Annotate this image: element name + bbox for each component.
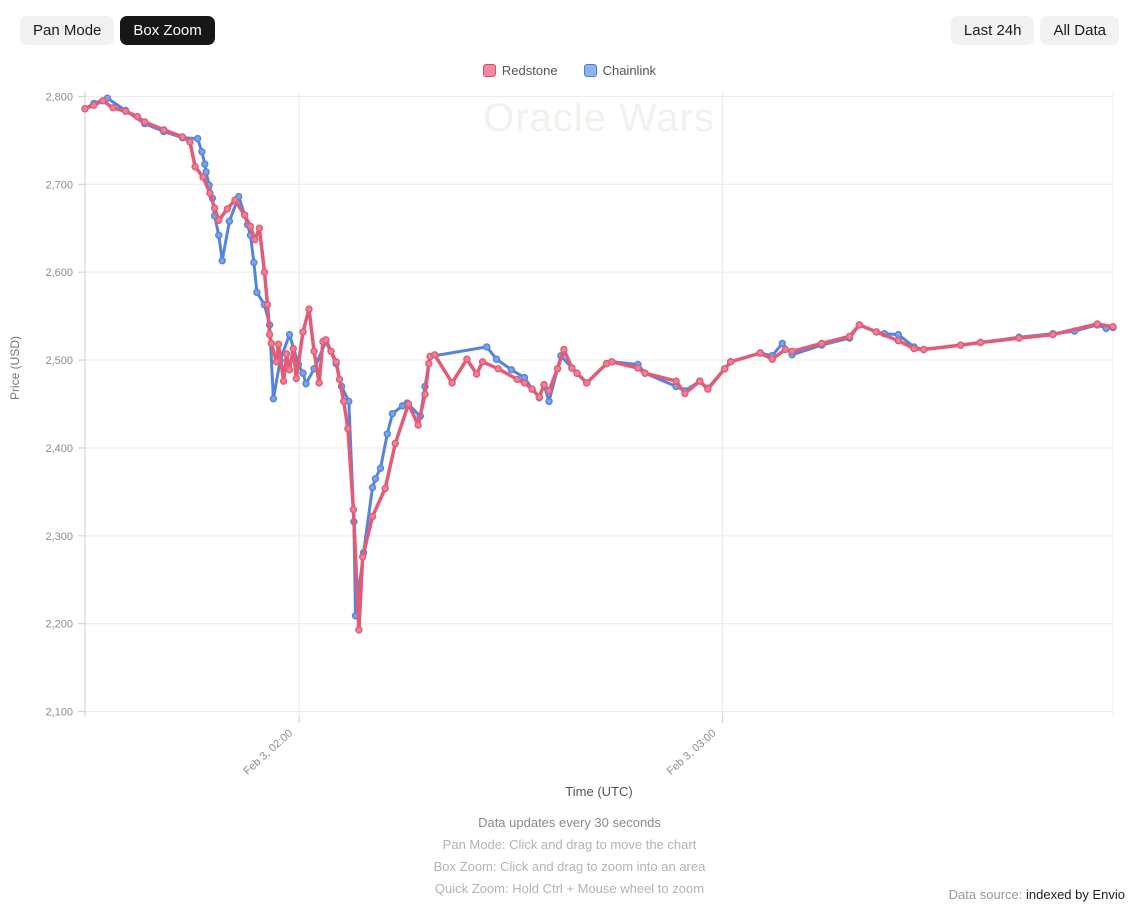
svg-text:2,500: 2,500 (45, 355, 73, 367)
svg-text:2,200: 2,200 (45, 619, 73, 631)
svg-text:2,300: 2,300 (45, 531, 73, 543)
box-zoom-help: Box Zoom: Click and drag to zoom into an… (433, 859, 706, 874)
svg-text:Feb 3, 03:00: Feb 3, 03:00 (665, 727, 719, 777)
quick-zoom-help: Quick Zoom: Hold Ctrl + Mouse wheel to z… (434, 881, 705, 896)
update-interval-note: Data updates every 30 seconds (478, 815, 661, 830)
legend-item-chainlink[interactable]: Chainlink (583, 63, 657, 78)
series-redstone (81, 97, 1117, 634)
series-chainlink (81, 94, 1117, 620)
range-toolbar: Last 24h All Data (950, 16, 1119, 45)
svg-text:2,600: 2,600 (45, 267, 73, 279)
svg-text:2,400: 2,400 (45, 443, 73, 455)
chainlink-swatch-icon (583, 64, 597, 77)
x-axis-title: Time (UTC) (565, 784, 633, 799)
all-data-button[interactable]: All Data (1040, 16, 1119, 45)
pan-mode-button[interactable]: Pan Mode (20, 16, 115, 45)
legend-label-chainlink: Chainlink (602, 63, 657, 78)
legend-label-redstone: Redstone (501, 63, 558, 78)
data-source: Data source: indexed by Envio (949, 887, 1125, 902)
x-axis-labels: Feb 3, 02:00 Feb 3, 03:00 (241, 727, 718, 777)
last-24h-button[interactable]: Last 24h (950, 16, 1035, 45)
y-axis-title: Price (USD) (8, 335, 22, 400)
svg-text:Feb 3, 02:00: Feb 3, 02:00 (241, 727, 295, 777)
data-source-link[interactable]: indexed by Envio (1025, 887, 1125, 902)
svg-text:2,700: 2,700 (45, 179, 73, 191)
chart-help-text: Data updates every 30 seconds Pan Mode: … (0, 815, 1139, 903)
pan-mode-help: Pan Mode: Click and drag to move the cha… (442, 837, 697, 852)
price-chart-canvas[interactable]: 2,100 2,200 2,300 2,400 2,500 2,600 2,700 2,800… (0, 88, 1139, 788)
box-zoom-button[interactable]: Box Zoom (120, 16, 215, 45)
svg-text:2,800: 2,800 (45, 91, 73, 103)
redstone-swatch-icon (482, 64, 496, 77)
gridlines (85, 92, 1114, 716)
data-source-prefix: Data source: (948, 887, 1026, 902)
y-axis-labels: 2,100 2,200 2,300 2,400 2,500 2,600 2,700 2,800 (45, 91, 73, 718)
svg-text:2,100: 2,100 (45, 707, 73, 719)
chart-legend: Redstone Chainlink (0, 63, 1139, 78)
axes (78, 92, 724, 723)
legend-item-redstone[interactable]: Redstone (482, 63, 558, 78)
mode-toolbar: Pan Mode Box Zoom (20, 16, 215, 45)
